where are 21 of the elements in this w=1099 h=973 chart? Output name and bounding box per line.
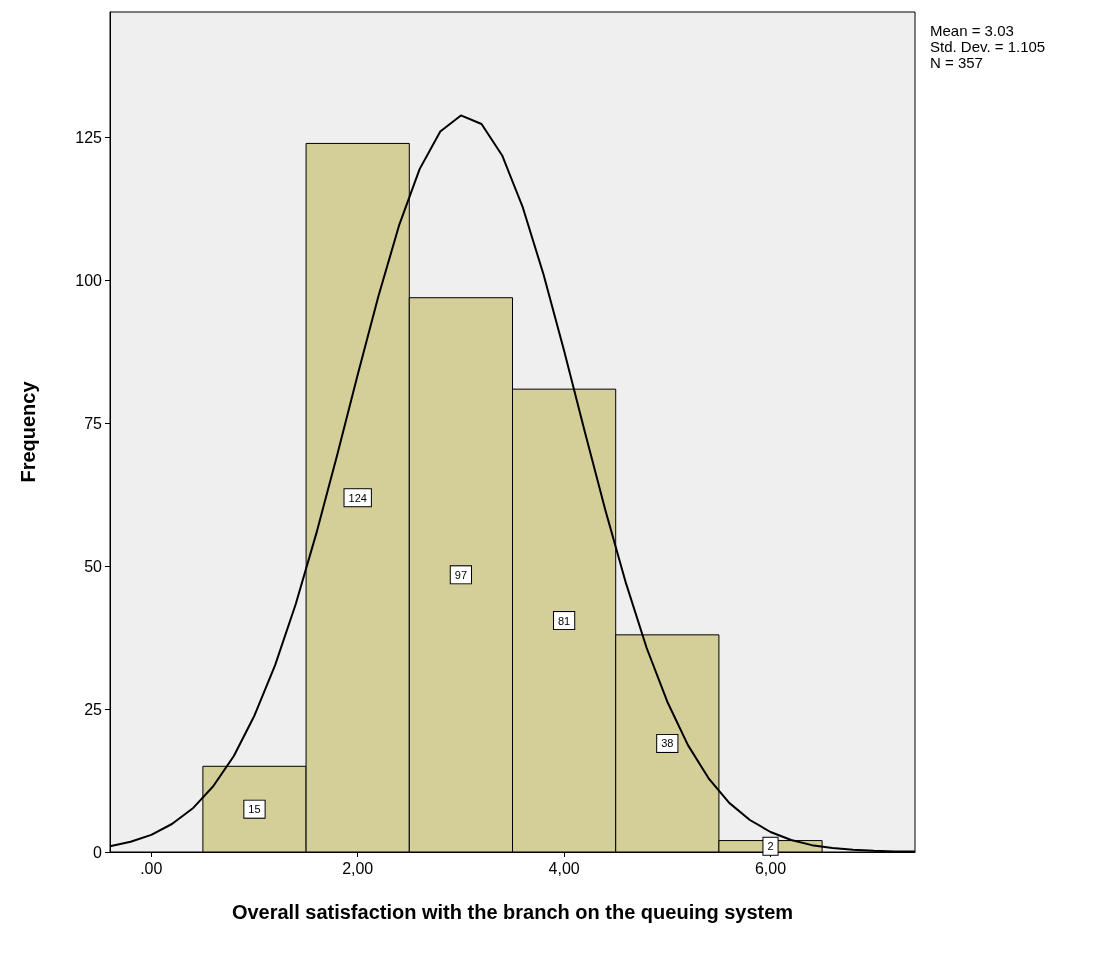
x-tick-label: 4,00 xyxy=(548,859,580,877)
text: Std. Dev. = 1.105 xyxy=(930,37,1046,55)
y-axis-title: Frequency xyxy=(17,380,39,483)
y-tick-label: 0 xyxy=(93,843,103,861)
data-label: 81 xyxy=(557,614,571,627)
data-label: 15 xyxy=(248,803,261,816)
text: N = 357 xyxy=(930,53,983,71)
y-tick-label: 75 xyxy=(84,414,103,432)
text: Mean = 3.03 xyxy=(930,21,1014,39)
y-tick-label: 125 xyxy=(75,129,103,147)
y-tick-label: 100 xyxy=(75,272,103,290)
x-tick-label: .00 xyxy=(140,859,163,877)
data-label: 38 xyxy=(661,737,674,750)
x-tick-label: 6,00 xyxy=(754,859,787,877)
y-tick-label: 25 xyxy=(84,700,103,718)
x-tick-label: 2,00 xyxy=(342,859,374,877)
y-tick-label: 50 xyxy=(84,557,103,575)
data-label: 97 xyxy=(454,568,468,581)
data-label: 2 xyxy=(767,840,774,853)
data-label: 124 xyxy=(348,491,367,504)
x-axis-title: Overall satisfaction with the branch on the queuing system xyxy=(231,901,794,923)
